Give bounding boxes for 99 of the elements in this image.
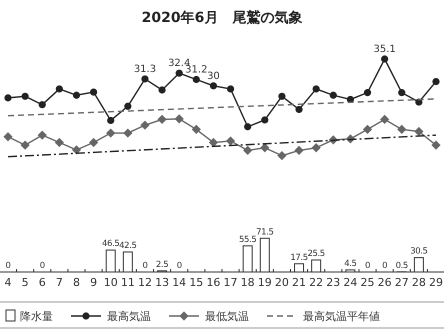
point (192, 124, 201, 134)
x-tick-label: 12 (138, 276, 152, 289)
x-tick-label: 7 (56, 276, 63, 289)
data-label: 0 (142, 261, 148, 271)
point (176, 70, 183, 77)
x-tick-label: 27 (394, 276, 409, 289)
point (106, 128, 116, 138)
x-tick-label: 21 (292, 276, 306, 289)
data-label: 0 (365, 261, 370, 271)
data-label: 55.5 (239, 234, 256, 245)
x-tick-label: 5 (22, 276, 29, 289)
x-tick-label: 25 (360, 276, 375, 289)
point (278, 92, 286, 100)
point (4, 94, 12, 102)
point (330, 92, 337, 99)
legend-label: 降水量 (20, 310, 53, 323)
data-label: 42.5 (119, 240, 137, 251)
point (381, 55, 388, 63)
point (277, 151, 287, 160)
x-tick-label: 23 (326, 276, 340, 289)
point (72, 145, 82, 154)
point (107, 116, 114, 124)
data-label: 0 (176, 261, 182, 271)
point (56, 85, 63, 93)
point (295, 106, 303, 114)
data-label: 46.5 (102, 239, 120, 250)
point (89, 138, 98, 148)
x-tick-label: 14 (172, 276, 186, 289)
data-label: 4.5 (344, 258, 357, 269)
point (140, 120, 150, 130)
x-tick-label: 22 (309, 276, 324, 289)
data-label: 17.5 (290, 252, 308, 263)
data-label: 0.5 (396, 260, 408, 271)
data-label: 35.1 (374, 44, 396, 55)
data-label: 31.3 (134, 64, 156, 75)
x-tick-label: 4 (4, 276, 12, 289)
point (20, 140, 30, 150)
point (54, 138, 64, 148)
point (38, 130, 47, 140)
point (208, 138, 218, 148)
point (3, 132, 13, 142)
data-label: 71.5 (256, 227, 274, 238)
point (312, 85, 320, 93)
legend-label: 最低気温 (205, 310, 249, 323)
point (432, 78, 440, 86)
point (90, 88, 98, 96)
point (38, 101, 46, 108)
legend-label: 最高気温平年値 (303, 310, 380, 323)
point (124, 102, 132, 110)
data-label: 2.5 (156, 260, 168, 270)
point (244, 123, 252, 130)
point (157, 114, 167, 124)
point (261, 116, 268, 124)
point (72, 92, 80, 99)
x-tick-label: 10 (104, 276, 118, 289)
point (364, 89, 372, 96)
x-tick-label: 6 (38, 276, 46, 289)
point (192, 76, 200, 84)
point (294, 146, 304, 155)
x-tick-label: 13 (155, 276, 170, 289)
point (226, 85, 234, 93)
point (174, 114, 184, 124)
data-label: 0 (40, 261, 45, 271)
x-tick-label: 29 (429, 276, 443, 289)
x-tick-label: 28 (412, 276, 426, 289)
point (123, 128, 132, 138)
data-label: 30.5 (410, 246, 428, 257)
point (414, 126, 424, 136)
x-tick-label: 19 (258, 276, 272, 289)
x-tick-label: 11 (120, 276, 135, 289)
data-label: 0 (382, 261, 388, 271)
x-tick-label: 9 (90, 276, 98, 289)
x-tick-label: 18 (240, 276, 255, 289)
point (398, 89, 406, 96)
point (226, 136, 236, 146)
point (397, 124, 406, 134)
point (158, 86, 166, 94)
point (141, 75, 149, 83)
point (312, 143, 321, 152)
point (260, 143, 270, 152)
x-tick-label: 20 (274, 276, 289, 289)
point (22, 92, 29, 100)
data-label: 25.5 (307, 248, 325, 259)
data-label: 31.2 (185, 64, 208, 76)
point (210, 82, 218, 90)
x-tick-label: 8 (72, 276, 80, 289)
x-tick-label: 15 (189, 276, 204, 289)
point (243, 146, 252, 155)
x-tick-label: 17 (224, 276, 238, 289)
chart-title: 2020年6月 尾鷲の気象 (142, 9, 302, 26)
point (380, 114, 390, 124)
data-label: 0 (5, 261, 11, 271)
data-label: 30 (207, 70, 220, 82)
x-tick-label: 26 (378, 276, 392, 289)
point (362, 124, 372, 134)
x-tick-label: 16 (206, 276, 220, 289)
x-tick-label: 24 (343, 276, 358, 289)
point (431, 140, 441, 150)
legend-label: 最高気温 (107, 310, 151, 323)
